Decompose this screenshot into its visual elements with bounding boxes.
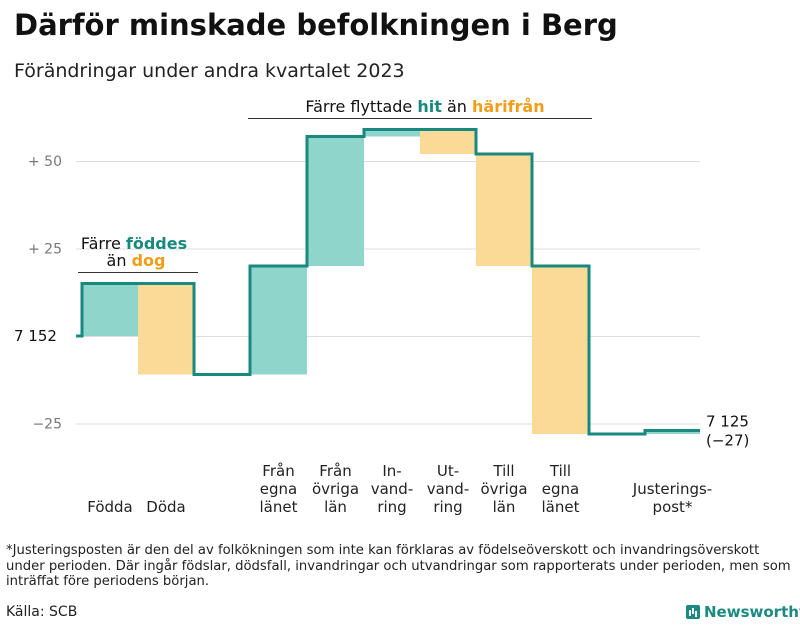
chart-title: Därför minskade befolkningen i Berg [14, 8, 618, 42]
chart-subtitle: Förändringar under andra kvartalet 2023 [14, 60, 405, 82]
category-label-line: In- [382, 462, 401, 480]
step-line [76, 128, 700, 436]
category-label: Döda [146, 498, 185, 516]
migration-annotation-text: Färre flyttade [305, 97, 417, 116]
bar-tillövrigalän [476, 154, 532, 266]
bar-tillegnalänet [532, 266, 589, 434]
category-label: Ut-vand-ring [427, 462, 470, 516]
newsworthy-logo-icon [686, 605, 700, 619]
category-label-line: Till [549, 462, 571, 480]
category-label-line: län [324, 498, 347, 516]
category-label: Födda [87, 498, 133, 516]
y-tick-label: + 25 [28, 242, 62, 258]
category-label-line: vand- [427, 480, 470, 498]
births-annotation-text2: än [107, 251, 132, 270]
births-annotation-highlight: föddes [126, 234, 187, 253]
category-label-line: Från [262, 462, 294, 480]
category-label-line: Till [492, 462, 514, 480]
category-label: In-vand-ring [371, 462, 414, 516]
category-label-line: Justerings- [632, 480, 712, 498]
category-label: Till egna länet [542, 462, 580, 516]
births-annotation-text: Färre [81, 234, 126, 253]
category-label-line: övriga [312, 480, 359, 498]
y-tick-label: + 50 [28, 154, 62, 170]
bar-justeringspost [645, 430, 700, 434]
bar-döda [138, 283, 194, 375]
bar-frånegnalänet [250, 266, 307, 375]
migration-annotation: Färre flyttade hit än härifrån [305, 97, 544, 116]
waterfall-chart: + 50 + 25 −25 7 152 7 125(−27) Födda Döda Från… [14, 97, 749, 516]
annotations: Färre föddes än dog Färre flyttade hit ä… [78, 97, 592, 273]
bar-invandring [364, 129, 420, 137]
births-annotation: Färre föddes [81, 234, 187, 253]
y-axis-labels: + 50 + 25 −25 7 152 7 125(−27) [14, 154, 749, 450]
bar-utvandring [420, 129, 476, 154]
bars [82, 129, 700, 434]
category-label: Justerings-post* [632, 480, 712, 516]
footnote: *Justeringsposten är den del av folkökni… [6, 543, 791, 589]
category-label-line: övriga [480, 480, 527, 498]
category-label-line: Från [319, 462, 351, 480]
migration-annotation-mid: än [442, 97, 472, 116]
category-label-line: Döda [146, 498, 185, 516]
end-change-label: (−27) [706, 432, 749, 450]
category-label-line: länet [542, 498, 580, 516]
cumulative-step-line [76, 128, 700, 436]
category-label-line: egna [542, 480, 579, 498]
category-label-line: Födda [87, 498, 133, 516]
category-label-line: ring [433, 498, 462, 516]
category-label-line: vand- [371, 480, 414, 498]
category-label: Från egna länet [260, 462, 298, 516]
category-label-line: ring [377, 498, 406, 516]
births-annotation-highlight2: dog [132, 251, 166, 270]
brand-logo: Newsworthy [686, 603, 800, 621]
migration-annotation-highlight: hit [417, 97, 442, 116]
end-value-label: 7 125 [706, 413, 749, 431]
births-annotation-line2: än dog [107, 251, 166, 270]
bar-födda [82, 283, 138, 336]
category-label-line: egna [260, 480, 297, 498]
category-label: Från övriga län [312, 462, 359, 516]
source-note: Källa: SCB [6, 604, 78, 620]
start-value-label: 7 152 [14, 327, 57, 345]
category-label-line: Ut- [437, 462, 459, 480]
migration-annotation-highlight2: härifrån [472, 97, 545, 116]
category-label-line: länet [260, 498, 298, 516]
category-label: Till övriga län [480, 462, 527, 516]
category-label-line: post* [653, 498, 693, 516]
y-tick-label: −25 [32, 417, 62, 433]
bar-frånövrigalän [307, 136, 364, 266]
brand-name: Newsworthy [704, 603, 800, 621]
category-label-line: län [493, 498, 516, 516]
